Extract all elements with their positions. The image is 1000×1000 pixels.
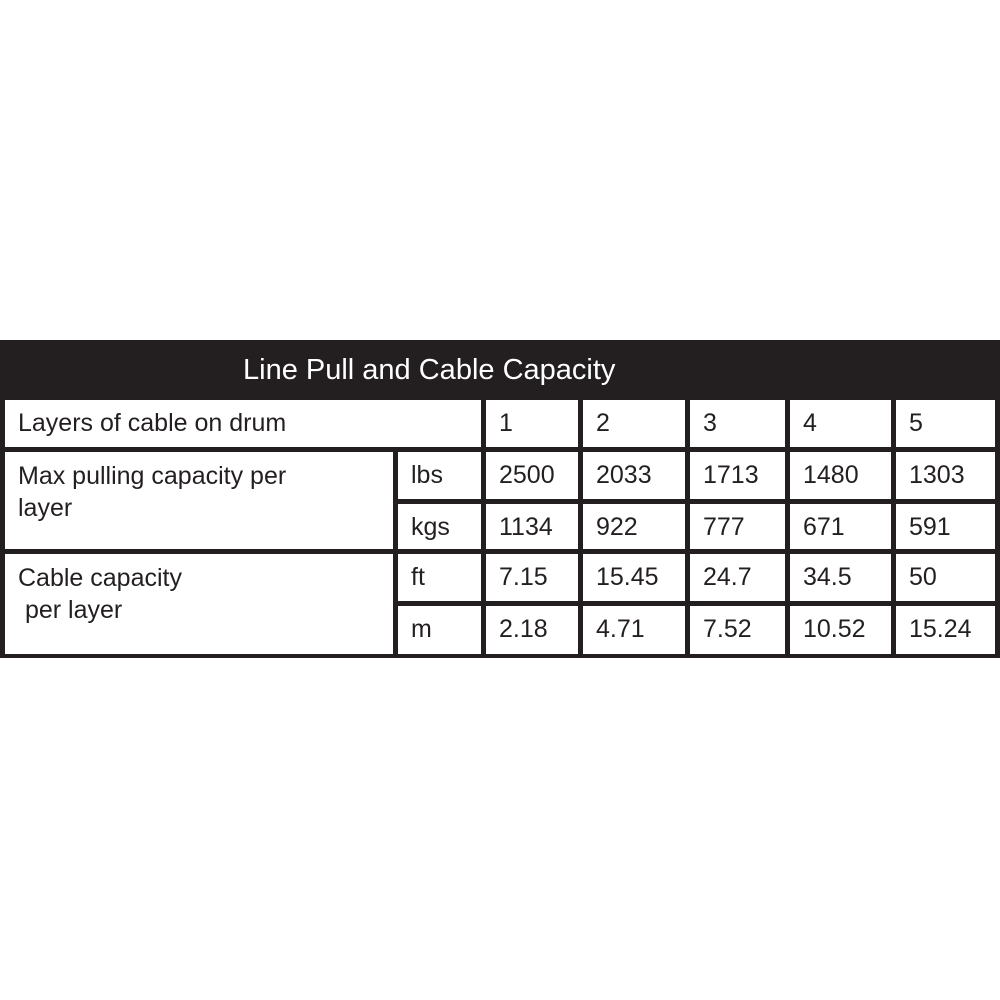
layers-label: Layers of cable on drum	[5, 400, 481, 447]
value-cell: 10.52	[790, 606, 891, 654]
value-cell: 2500	[486, 452, 578, 499]
value-cell: 1480	[790, 452, 891, 499]
value-cell: 1134	[486, 504, 578, 549]
value-cell: 591	[896, 504, 995, 549]
unit-cell: ft	[398, 554, 481, 601]
cable-capacity-label: Cable capacity per layer	[5, 554, 393, 654]
value-cell: 24.7	[690, 554, 785, 601]
capacity-table: Line Pull and Cable Capacity Layers of c…	[0, 340, 1000, 658]
value-cell: 2033	[583, 452, 685, 499]
value-cell: 50	[896, 554, 995, 601]
value-cell: 15.45	[583, 554, 685, 601]
value-cell: 1303	[896, 452, 995, 499]
layer-header: 4	[790, 400, 891, 447]
pulling-capacity-label: Max pulling capacity per layer	[5, 452, 393, 549]
value-cell: 922	[583, 504, 685, 549]
unit-cell: kgs	[398, 504, 481, 549]
table-title-text: Line Pull and Cable Capacity	[243, 354, 616, 386]
layer-header: 1	[486, 400, 578, 447]
layer-header: 3	[690, 400, 785, 447]
layer-header: 2	[583, 400, 685, 447]
value-cell: 15.24	[896, 606, 995, 654]
value-cell: 2.18	[486, 606, 578, 654]
table-title: Line Pull and Cable Capacity	[0, 340, 1000, 398]
value-cell: 4.71	[583, 606, 685, 654]
layer-header: 5	[896, 400, 995, 447]
value-cell: 7.15	[486, 554, 578, 601]
table-grid: Layers of cable on drum 1 2 3 4 5 Max pu…	[5, 400, 995, 654]
value-cell: 777	[690, 504, 785, 549]
unit-cell: m	[398, 606, 481, 654]
value-cell: 1713	[690, 452, 785, 499]
value-cell: 7.52	[690, 606, 785, 654]
value-cell: 671	[790, 504, 891, 549]
unit-cell: lbs	[398, 452, 481, 499]
value-cell: 34.5	[790, 554, 891, 601]
